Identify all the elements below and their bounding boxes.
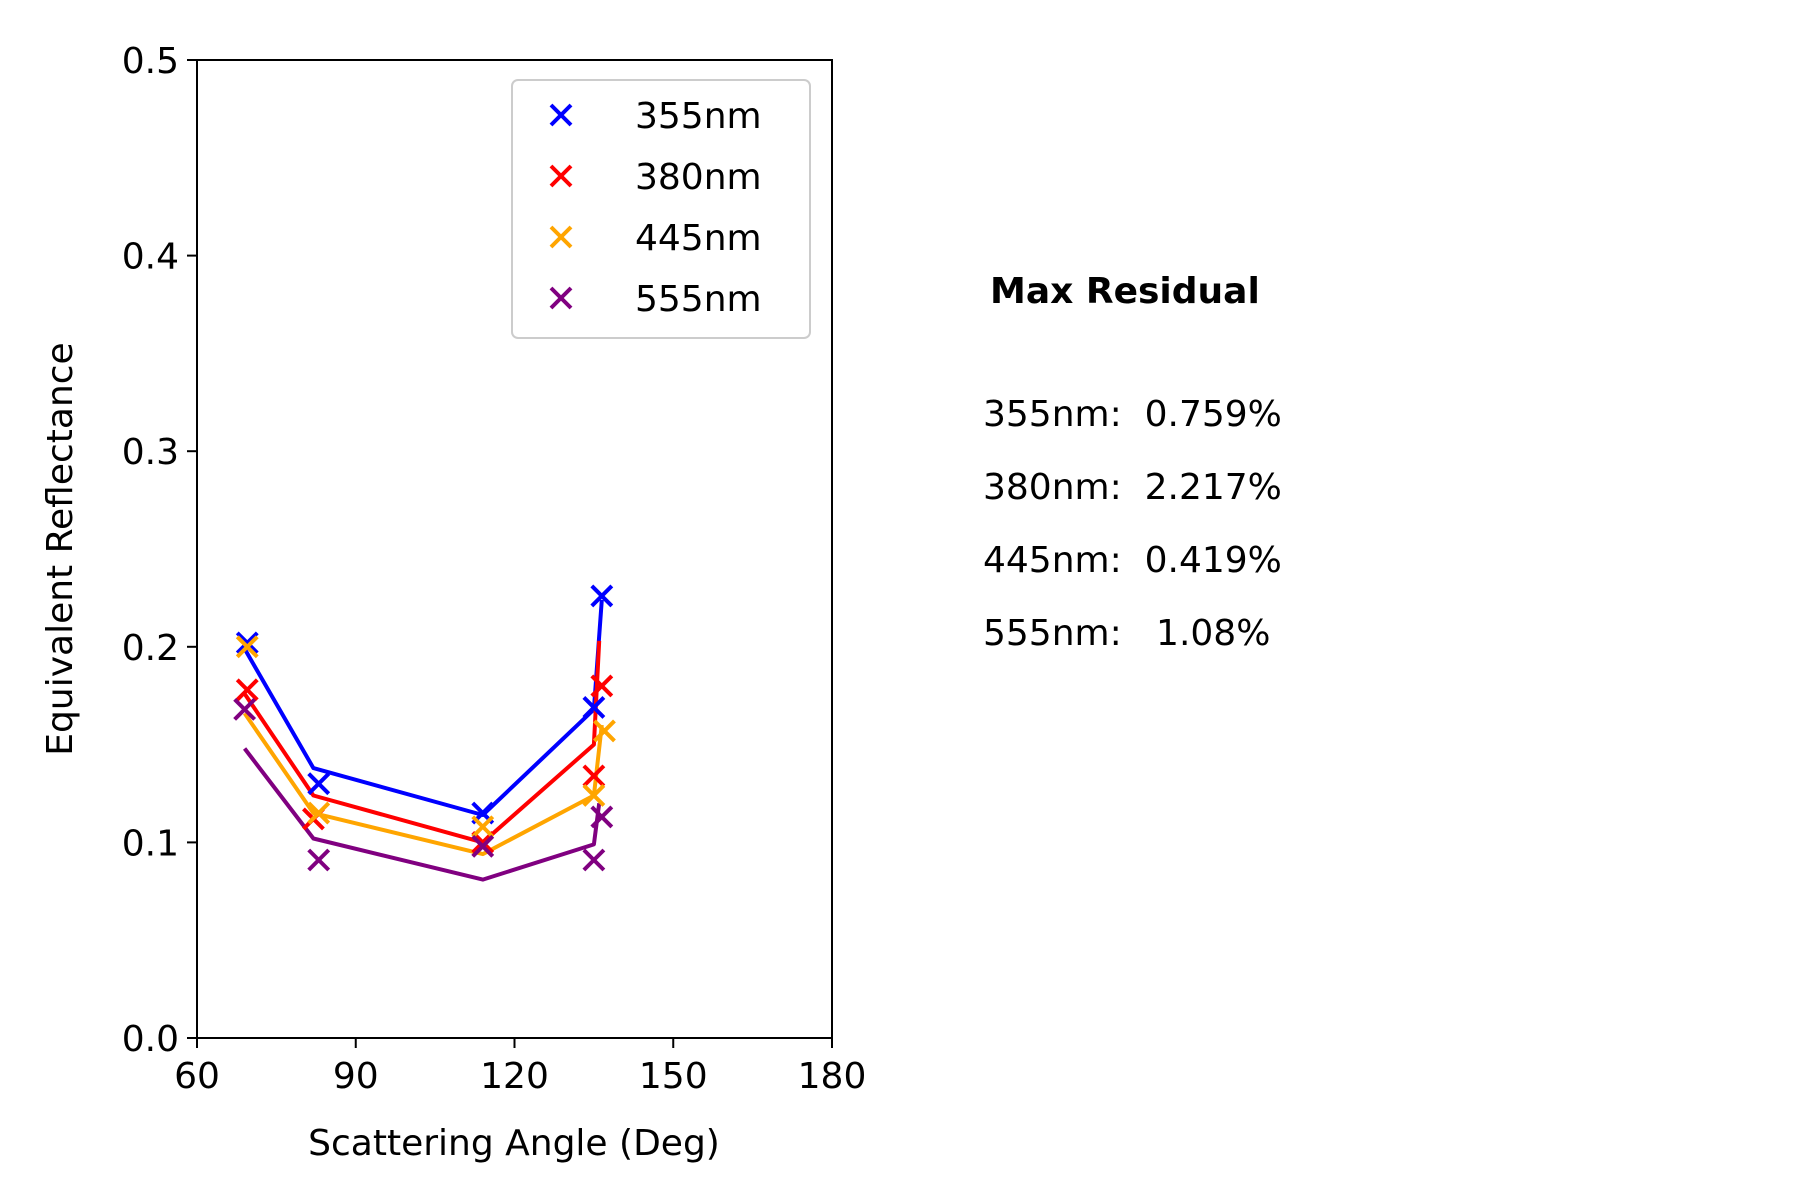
y-axis-label: Equivalent Reflectance bbox=[40, 342, 81, 755]
max-residual-title: Max Residual bbox=[990, 271, 1260, 312]
marker-stroke bbox=[235, 678, 259, 702]
marker-stroke bbox=[307, 772, 331, 796]
y-tick-label: 0.5 bbox=[122, 41, 179, 82]
data-point-555nm bbox=[307, 848, 331, 872]
legend-label-445nm: 445nm bbox=[635, 218, 762, 259]
legend-box bbox=[511, 79, 811, 339]
data-point-355nm bbox=[582, 696, 606, 719]
marker-stroke bbox=[307, 848, 331, 872]
marker-stroke bbox=[549, 164, 573, 188]
legend-marker-380nm bbox=[549, 164, 573, 188]
y-tick-label: 0.0 bbox=[122, 1019, 179, 1060]
x-axis-ticks: 60 90 120 150 180 bbox=[174, 1038, 866, 1097]
data-point-355nm bbox=[235, 631, 259, 655]
data-point-380nm bbox=[582, 764, 606, 788]
legend-marker-555nm bbox=[549, 286, 573, 310]
y-tick-label: 0.1 bbox=[122, 823, 179, 864]
data-markers bbox=[233, 584, 616, 872]
y-tick-label: 0.2 bbox=[122, 628, 179, 669]
legend-label-380nm: 380nm bbox=[635, 157, 762, 198]
marker-stroke bbox=[235, 635, 259, 659]
data-point-555nm bbox=[471, 834, 495, 858]
marker-stroke bbox=[590, 674, 614, 698]
marker-stroke bbox=[233, 697, 257, 721]
residual-line-445: 445nm: 0.419% bbox=[983, 540, 1282, 581]
marker-stroke bbox=[582, 696, 606, 719]
fit-lines bbox=[242, 599, 604, 882]
x-tick-label: 90 bbox=[333, 1056, 379, 1097]
data-point-445nm bbox=[593, 719, 616, 743]
residual-line-355: 355nm: 0.759% bbox=[983, 394, 1282, 435]
data-point-355nm bbox=[307, 772, 331, 796]
marker-stroke bbox=[590, 805, 614, 829]
x-tick-label: 60 bbox=[174, 1056, 220, 1097]
legend-marker-445nm bbox=[549, 225, 573, 249]
legend-label-355nm: 355nm bbox=[635, 96, 762, 137]
x-tick-label: 120 bbox=[480, 1056, 549, 1097]
max-residual-panel: Max Residual 355nm: 0.759% 380nm: 2.217%… bbox=[983, 271, 1282, 654]
legend-marker-355nm bbox=[549, 103, 573, 127]
legend-label-555nm: 555nm bbox=[635, 279, 762, 320]
x-axis-label: Scattering Angle (Deg) bbox=[308, 1123, 720, 1164]
residual-line-380: 380nm: 2.217% bbox=[983, 467, 1282, 508]
residual-line-555: 555nm: 1.08% bbox=[983, 613, 1270, 654]
marker-stroke bbox=[593, 719, 616, 743]
data-point-380nm bbox=[590, 674, 614, 698]
marker-stroke bbox=[582, 848, 606, 872]
y-axis-ticks: 0.0 0.1 0.2 0.3 0.4 0.5 bbox=[122, 41, 197, 1060]
data-point-445nm bbox=[471, 815, 495, 839]
marker-stroke bbox=[582, 784, 606, 807]
marker-stroke bbox=[549, 103, 573, 127]
marker-stroke bbox=[549, 286, 573, 310]
data-point-445nm bbox=[582, 784, 606, 807]
data-point-555nm bbox=[590, 805, 614, 829]
plot-area: 60 90 120 150 180 0.0 0.1 0.2 0.3 0.4 0.5 Scatter… bbox=[40, 41, 866, 1164]
data-point-380nm bbox=[235, 678, 259, 702]
marker-stroke bbox=[471, 815, 495, 839]
data-point-555nm bbox=[582, 848, 606, 872]
data-point-555nm bbox=[233, 697, 257, 721]
marker-stroke bbox=[582, 764, 606, 788]
x-tick-label: 180 bbox=[798, 1056, 867, 1097]
data-point-355nm bbox=[590, 584, 614, 608]
x-tick-label: 150 bbox=[639, 1056, 708, 1097]
data-point-445nm bbox=[307, 801, 331, 825]
y-tick-label: 0.3 bbox=[122, 432, 179, 473]
marker-stroke bbox=[549, 225, 573, 249]
legend-entries: 355nm 380nm 445nm 555nm bbox=[549, 96, 762, 320]
marker-stroke bbox=[307, 801, 331, 825]
y-tick-label: 0.4 bbox=[122, 237, 179, 278]
legend: 355nm 380nm 445nm 555nm bbox=[511, 79, 811, 339]
marker-stroke bbox=[235, 631, 259, 655]
marker-stroke bbox=[471, 834, 495, 858]
marker-stroke bbox=[590, 584, 614, 608]
data-point-445nm bbox=[235, 635, 259, 659]
fit-line-555nm bbox=[243, 747, 602, 882]
